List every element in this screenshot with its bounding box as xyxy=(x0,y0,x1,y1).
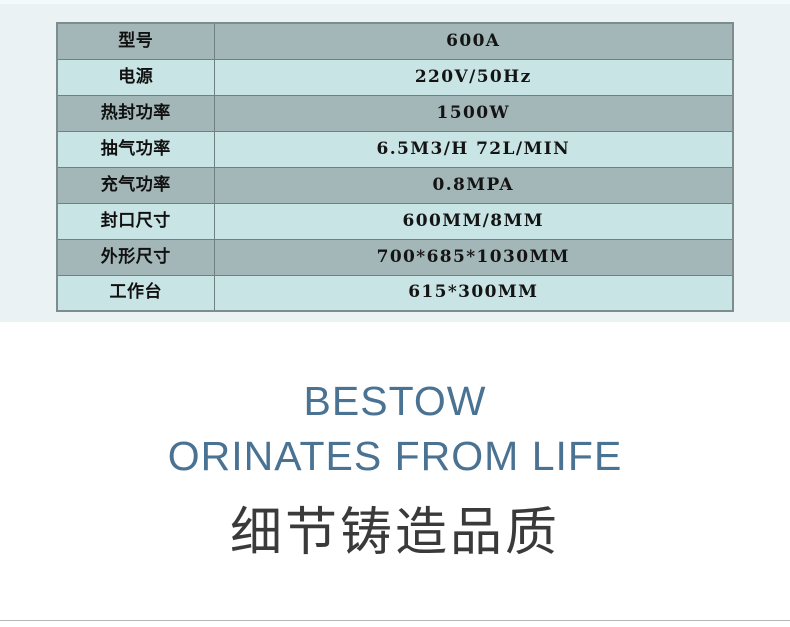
spec-label: 抽气功率 xyxy=(56,130,215,168)
spec-label: 型号 xyxy=(56,22,215,60)
spec-label: 充气功率 xyxy=(56,166,215,204)
table-row: 封口尺寸 600MM/8MM xyxy=(56,202,734,240)
spec-label: 电源 xyxy=(56,58,215,96)
table-row: 外形尺寸 700*685*1030MM xyxy=(56,238,734,276)
specification-panel: 型号 600A 电源 220V/50Hz 热封功率 1500W 抽气功率 6.5… xyxy=(0,0,790,322)
spec-value: 220V/50Hz xyxy=(213,58,734,96)
slogan-english-line-1: BESTOW xyxy=(303,378,487,424)
spec-label: 工作台 xyxy=(56,274,215,312)
table-row: 电源 220V/50Hz xyxy=(56,58,734,96)
table-row: 充气功率 0.8MPA xyxy=(56,166,734,204)
specification-table: 型号 600A 电源 220V/50Hz 热封功率 1500W 抽气功率 6.5… xyxy=(56,22,734,312)
table-row: 热封功率 1500W xyxy=(56,94,734,132)
specification-table-body: 型号 600A 电源 220V/50Hz 热封功率 1500W 抽气功率 6.5… xyxy=(56,22,734,312)
spec-value: 1500W xyxy=(213,94,734,132)
spec-label: 热封功率 xyxy=(56,94,215,132)
spec-value: 0.8MPA xyxy=(213,166,734,204)
slogan-english-line-2: ORINATES FROM LIFE xyxy=(167,433,623,479)
panel-top-hairline xyxy=(0,0,790,4)
spec-value: 600A xyxy=(213,22,734,60)
table-row: 抽气功率 6.5M3/H 72L/MIN xyxy=(56,130,734,168)
bottom-divider xyxy=(0,620,790,621)
spec-value: 6.5M3/H 72L/MIN xyxy=(213,130,734,168)
slogan-block: BESTOW ORINATES FROM LIFE 细节铸造品质 xyxy=(0,322,790,612)
spec-value: 700*685*1030MM xyxy=(213,238,734,276)
spec-value: 600MM/8MM xyxy=(213,202,734,240)
spec-label: 封口尺寸 xyxy=(56,202,215,240)
spec-label: 外形尺寸 xyxy=(56,238,215,276)
table-row: 型号 600A xyxy=(56,22,734,60)
spec-value: 615*300MM xyxy=(213,274,734,312)
table-row: 工作台 615*300MM xyxy=(56,274,734,312)
slogan-chinese-line: 细节铸造品质 xyxy=(229,503,560,563)
